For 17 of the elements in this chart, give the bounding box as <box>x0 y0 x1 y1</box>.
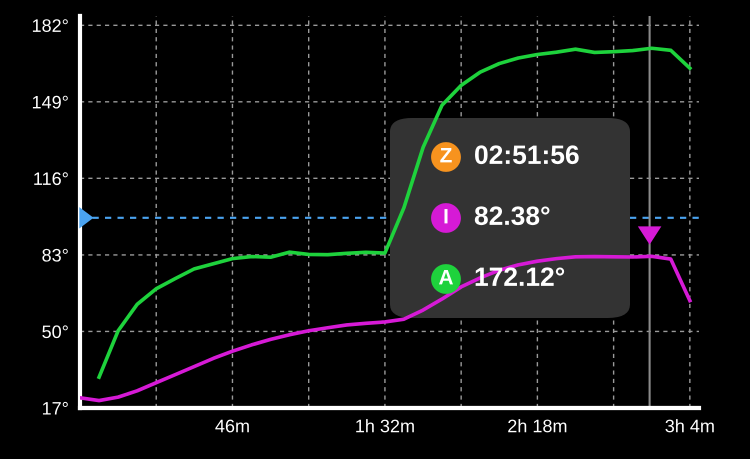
y-tick-label: 50° <box>42 325 68 338</box>
y-tick-label: 83° <box>42 248 68 262</box>
annotation: Z <box>440 148 452 162</box>
y-tick-label: 182° <box>32 19 68 32</box>
line-series <box>80 254 692 402</box>
y-tick-label: 17° <box>42 402 68 415</box>
x-tick-label: 3h 4m <box>665 419 714 432</box>
x-tick-label: 1h 32m <box>356 419 414 432</box>
x-tick-label: 2h 18m <box>508 419 566 432</box>
x-tick-label: 46m <box>215 420 249 432</box>
annotation: 02:51:56 <box>475 145 579 164</box>
y-tick-label: 149° <box>32 96 68 109</box>
line-series <box>97 46 692 379</box>
text: I <box>444 209 448 224</box>
text: A <box>438 270 453 284</box>
y-tick-label: 116° <box>34 172 68 186</box>
annotation: 82.38° <box>474 206 550 226</box>
